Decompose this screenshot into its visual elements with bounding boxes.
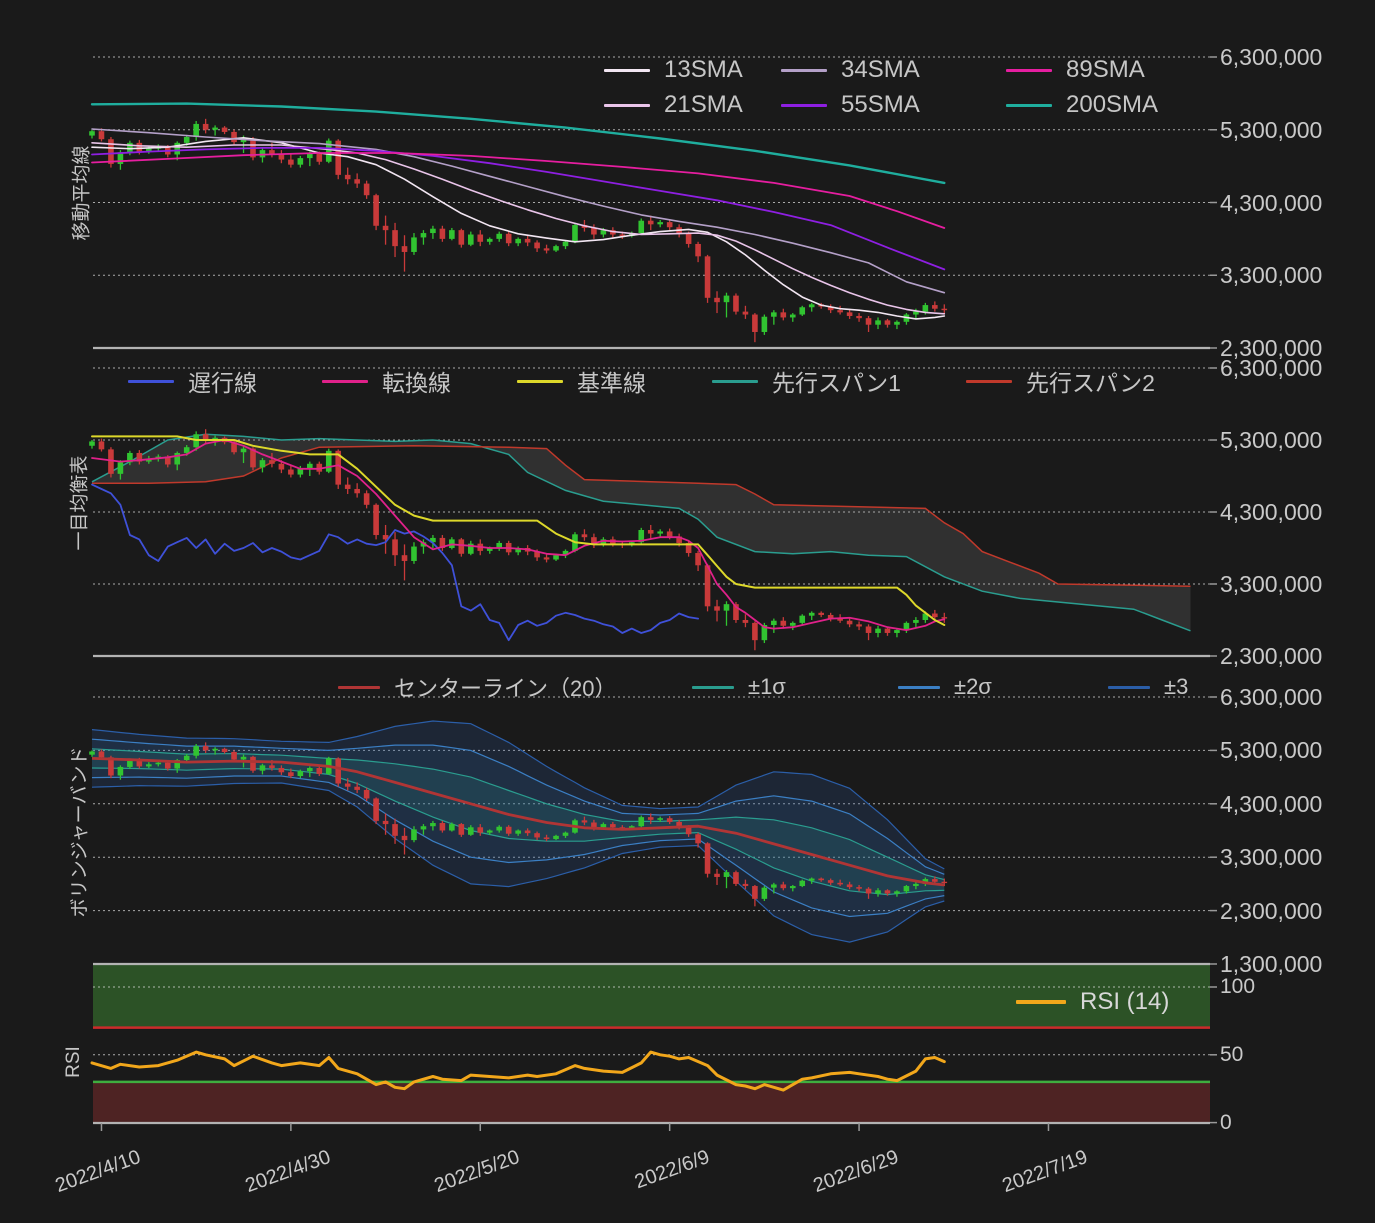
legend-item-centerline: センターライン（20） xyxy=(338,673,616,701)
y-axis-tick-label: 4,300,000 xyxy=(1220,499,1323,525)
y-axis-tick-label: 100 xyxy=(1220,975,1256,998)
21sma-line-swatch xyxy=(604,103,650,107)
legend-item-13sma: 13SMA xyxy=(604,56,743,84)
legend-item-rsi: RSI (14) xyxy=(1016,988,1169,1016)
y-axis-tick-label: 5,300,000 xyxy=(1220,116,1323,143)
y-axis-tick-label: 2,300,000 xyxy=(1220,643,1323,669)
y-axis-tick-label: 6,300,000 xyxy=(1220,44,1323,70)
y-axis-tick-label: 1,300,000 xyxy=(1220,951,1323,977)
y-axis-tick-label: 2,300,000 xyxy=(1220,897,1323,924)
89sma-line-swatch xyxy=(1006,68,1052,72)
legend-item-34sma: 34SMA xyxy=(781,56,920,84)
panel-title-rsi: RSI xyxy=(63,1046,84,1078)
legend-item-89sma: 89SMA xyxy=(1006,56,1145,84)
y-axis-tick-label: 3,300,000 xyxy=(1220,262,1323,289)
tenkan-line-swatch xyxy=(322,379,368,383)
legend-item-sigma2: ±2σ xyxy=(898,673,992,701)
y-axis-tick-label: 6,300,000 xyxy=(1220,684,1323,710)
y-axis-tick-label: 4,300,000 xyxy=(1220,189,1323,216)
y-axis-tick-label: 4,300,000 xyxy=(1220,790,1323,817)
y-axis-tick-label: 2,300,000 xyxy=(1220,335,1323,361)
senkou-a-line-swatch xyxy=(712,379,758,383)
y-axis-tick-label: 3,300,000 xyxy=(1220,844,1323,871)
legend-item-55sma: 55SMA xyxy=(781,91,920,119)
legend-item-chikou: 遅行線 xyxy=(128,367,257,396)
y-axis-tick-label: 5,300,000 xyxy=(1220,427,1323,453)
13sma-line-swatch xyxy=(604,68,650,72)
legend-item-tenkan: 転換線 xyxy=(322,367,451,396)
55sma-line-swatch xyxy=(781,103,827,107)
legend-item-200sma: 200SMA xyxy=(1006,91,1158,119)
senkou-b-line-swatch xyxy=(966,379,1012,383)
legend-item-kijun: 基準線 xyxy=(517,367,646,396)
panel-title-moving-average: 移動平均線 xyxy=(71,145,93,241)
legend-item-senkou-b: 先行スパン2 xyxy=(966,367,1155,396)
legend-item-sigma1: ±1σ xyxy=(692,673,786,701)
y-axis-tick-label: 0 xyxy=(1220,1110,1232,1134)
34sma-line-swatch xyxy=(781,68,827,72)
y-axis-tick-label: 5,300,000 xyxy=(1220,737,1323,764)
y-axis-tick-label: 3,300,000 xyxy=(1220,571,1323,597)
legend-item-senkou-a: 先行スパン1 xyxy=(712,367,901,396)
sigma2-line-swatch xyxy=(898,685,940,689)
legend-item-21sma: 21SMA xyxy=(604,91,743,119)
chikou-line-swatch xyxy=(128,379,174,383)
panel-title-ichimoku: 一目均衡表 xyxy=(69,455,91,551)
panel-title-bollinger: ボリンジャーバンド xyxy=(69,746,91,918)
sigma3-line-swatch xyxy=(1108,685,1150,689)
rsi-line-swatch xyxy=(1016,1000,1066,1004)
200sma-line-swatch xyxy=(1006,103,1052,107)
centerline-swatch xyxy=(338,685,380,689)
y-axis-tick-label: 50 xyxy=(1220,1042,1244,1066)
y-axis-tick-label: 6,300,000 xyxy=(1220,355,1323,381)
sigma1-line-swatch xyxy=(692,685,734,689)
kijun-line-swatch xyxy=(517,379,563,383)
legend-item-sigma3: ±3 xyxy=(1108,673,1188,701)
